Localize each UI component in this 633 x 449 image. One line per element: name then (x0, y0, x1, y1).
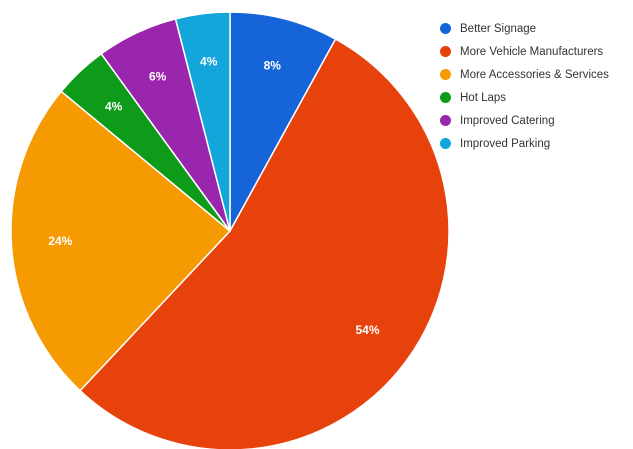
slice-label: 6% (149, 69, 167, 83)
legend-item: Improved Parking (440, 132, 609, 155)
pie-slice (79, 38, 450, 449)
pie-slice (10, 90, 232, 392)
legend-item: Hot Laps (440, 86, 609, 109)
legend-label: Improved Catering (460, 114, 555, 127)
legend-label: Hot Laps (460, 91, 507, 104)
slice-label: 24% (48, 234, 72, 248)
legend-swatch (440, 46, 451, 57)
pie-slice (174, 11, 231, 232)
legend-label: More Accessories & Services (460, 68, 609, 81)
legend-item: Improved Catering (440, 109, 609, 132)
legend-item: Better Signage (440, 17, 609, 40)
legend-swatch (440, 115, 451, 126)
legend-item: More Accessories & Services (440, 63, 609, 86)
legend-swatch (440, 23, 451, 34)
legend-item: More Vehicle Manufacturers (440, 40, 609, 63)
legend: Better Signage More Vehicle Manufacturer… (440, 17, 609, 155)
legend-swatch (440, 92, 451, 103)
legend-swatch (440, 69, 451, 80)
legend-swatch (440, 138, 451, 149)
legend-label: More Vehicle Manufacturers (460, 45, 604, 58)
slice-label: 4% (200, 55, 218, 69)
legend-label: Better Signage (460, 22, 537, 35)
slice-label: 8% (264, 59, 282, 73)
pie-slice (229, 11, 337, 232)
slice-label: 54% (356, 323, 380, 337)
slice-label: 4% (105, 99, 123, 113)
legend-label: Improved Parking (460, 137, 551, 150)
